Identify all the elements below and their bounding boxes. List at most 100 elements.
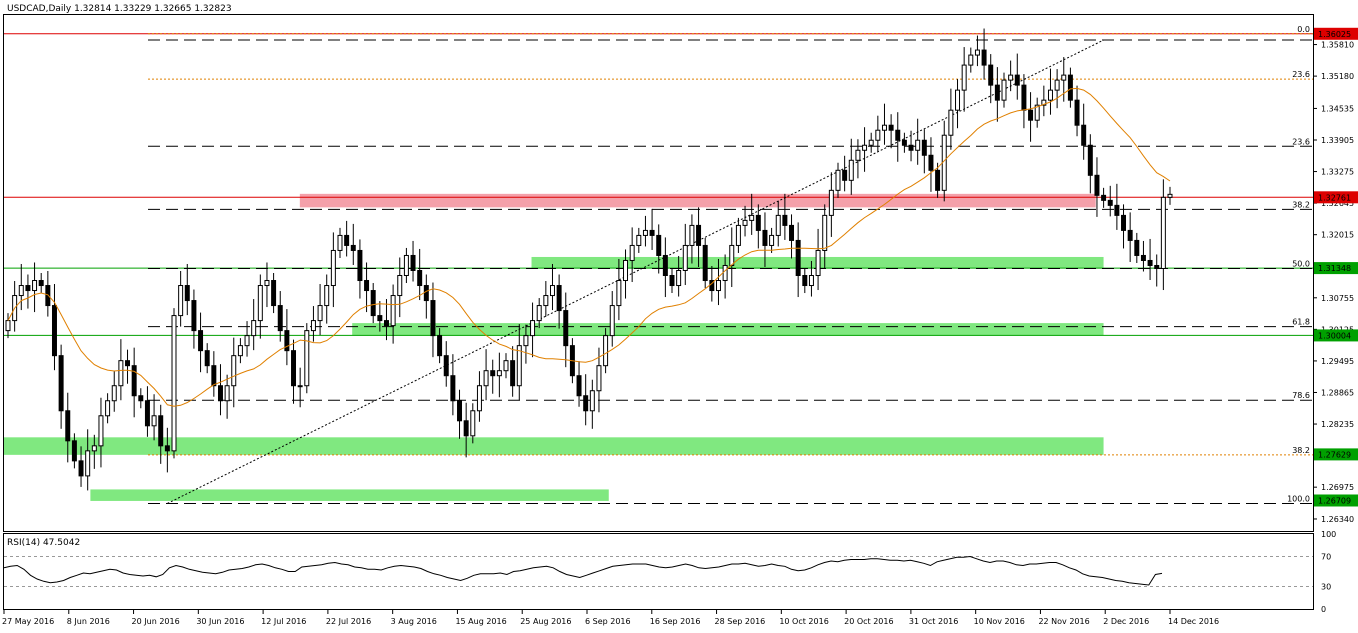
candle xyxy=(649,208,655,250)
zone-2 xyxy=(352,323,1104,336)
price-tag-label: 1.30004 xyxy=(1318,331,1351,340)
candle-body xyxy=(556,285,562,312)
candle-body xyxy=(423,285,429,302)
candle xyxy=(204,343,210,374)
candle-body xyxy=(118,360,124,387)
candle xyxy=(257,274,263,339)
candle-body xyxy=(523,335,529,347)
candle-body xyxy=(330,249,336,287)
candle xyxy=(191,289,197,349)
candle-body xyxy=(443,355,449,377)
candle xyxy=(32,262,38,313)
candle-body xyxy=(742,219,748,226)
candle-body xyxy=(1160,196,1166,269)
candle-body xyxy=(237,345,243,357)
candle-body xyxy=(178,285,184,317)
candle xyxy=(383,299,389,341)
candle-body xyxy=(596,365,602,392)
candle-body xyxy=(935,169,941,191)
candle xyxy=(417,248,423,301)
candle xyxy=(1014,53,1020,100)
candle xyxy=(676,255,682,297)
candle xyxy=(1134,232,1140,263)
candle-body xyxy=(948,109,954,136)
price-label: 1.35180 xyxy=(1321,72,1354,81)
candle xyxy=(1160,179,1166,291)
date-label: 10 Oct 2016 xyxy=(779,617,828,626)
candle-body xyxy=(496,370,502,377)
price-label: 1.29495 xyxy=(1321,357,1354,366)
candle-body xyxy=(955,89,961,111)
candle xyxy=(1041,85,1047,117)
candle-body xyxy=(364,280,370,292)
candle xyxy=(430,282,436,358)
candle xyxy=(881,103,887,145)
candle-body xyxy=(895,129,901,141)
candle-body xyxy=(510,360,516,387)
fib-label-9: 100.0 xyxy=(1287,494,1310,503)
fib-label-0: 0.0 xyxy=(1297,25,1310,34)
candle xyxy=(636,227,642,253)
candle xyxy=(304,323,310,394)
candle-body xyxy=(284,330,290,352)
candle xyxy=(231,337,237,408)
candle xyxy=(1061,57,1067,102)
candle-body xyxy=(755,214,761,231)
candle xyxy=(702,237,708,289)
candle-body xyxy=(410,254,416,271)
candle xyxy=(58,344,64,429)
candle-body xyxy=(264,280,270,287)
candle-body xyxy=(417,269,423,287)
candle-body xyxy=(901,139,907,146)
candle-body xyxy=(211,365,217,387)
candle-body xyxy=(715,280,721,292)
zone-0 xyxy=(299,193,1096,208)
candle xyxy=(224,374,230,419)
candle xyxy=(828,172,834,237)
candle-body xyxy=(828,189,834,216)
candle-body xyxy=(357,249,363,282)
candle xyxy=(583,374,589,426)
candle-body xyxy=(642,229,648,236)
date-label: 10 Nov 2016 xyxy=(974,617,1025,626)
candle-body xyxy=(317,305,323,322)
price-tag-label: 1.36025 xyxy=(1318,30,1351,39)
candle xyxy=(131,347,137,418)
candle xyxy=(65,392,71,463)
candle-body xyxy=(530,320,536,337)
candle-body xyxy=(1074,99,1080,126)
candle xyxy=(735,217,741,253)
candle xyxy=(364,262,370,313)
candle xyxy=(596,347,602,413)
candle xyxy=(908,130,914,162)
candle-body xyxy=(722,264,728,282)
candle-body xyxy=(968,54,974,66)
candle xyxy=(543,281,549,317)
candle-body xyxy=(337,234,343,251)
candle xyxy=(450,354,456,416)
candle xyxy=(217,364,223,416)
candle xyxy=(742,205,748,237)
rsi-header: RSI(14) 47.5042 xyxy=(7,538,80,548)
candles-layer xyxy=(5,28,1173,491)
candle-body xyxy=(855,149,861,161)
price-label: 1.28235 xyxy=(1321,420,1354,429)
date-label: 25 Aug 2016 xyxy=(520,617,571,626)
candle xyxy=(483,349,489,401)
price-tag xyxy=(1314,262,1358,275)
candle xyxy=(888,114,894,149)
candle-body xyxy=(78,460,84,477)
candle xyxy=(689,214,695,264)
candle-body xyxy=(583,395,589,412)
candle xyxy=(244,321,250,357)
candle-body xyxy=(490,370,496,377)
candle-body xyxy=(1101,194,1107,201)
candle-body xyxy=(649,229,655,236)
candle xyxy=(616,258,622,321)
candle xyxy=(955,79,961,129)
candle-body xyxy=(324,285,330,307)
candle-body xyxy=(350,244,356,251)
candle-body xyxy=(656,234,662,256)
candle xyxy=(144,386,150,437)
candle xyxy=(915,118,921,165)
